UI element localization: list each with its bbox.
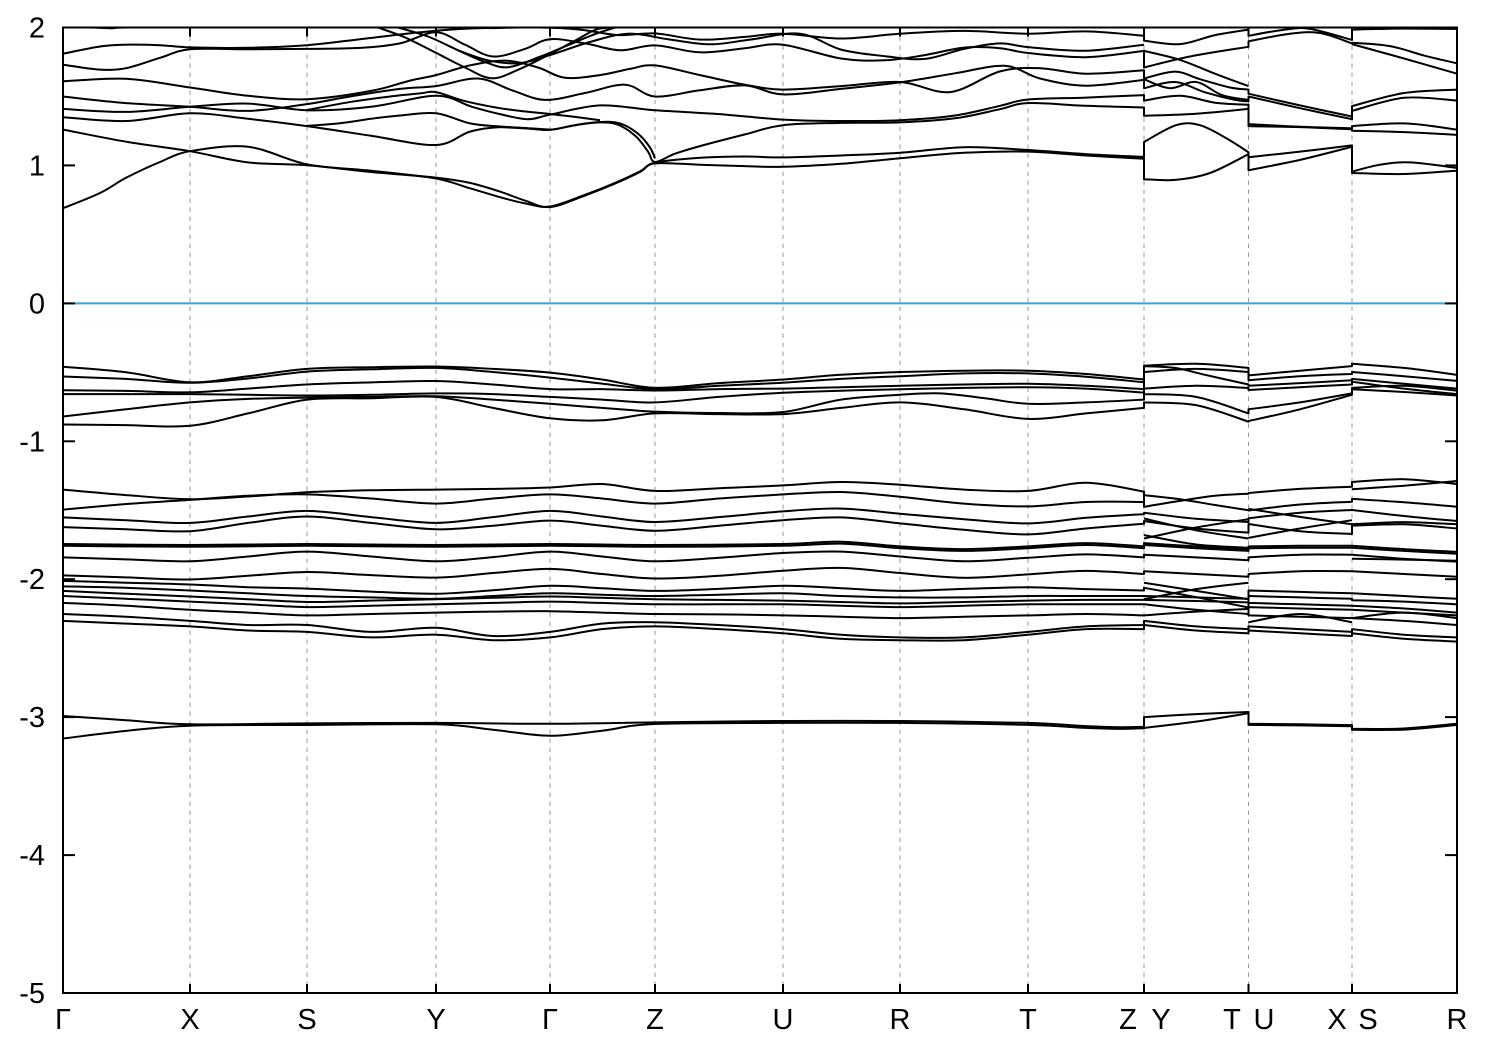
svg-text:-4: -4 [19,840,45,872]
svg-text:R: R [890,1004,911,1036]
svg-text:Z: Z [646,1004,664,1036]
svg-text:T: T [1223,1004,1241,1036]
svg-text:Y: Y [1151,1004,1170,1036]
svg-text:T: T [1019,1004,1037,1036]
svg-text:X: X [1327,1004,1346,1036]
svg-text:-1: -1 [19,426,45,458]
svg-text:-5: -5 [19,978,45,1010]
svg-text:X: X [180,1004,199,1036]
svg-text:2: 2 [29,13,45,45]
svg-text:1: 1 [29,150,45,182]
svg-text:Γ: Γ [55,1004,71,1036]
svg-text:-3: -3 [19,702,45,734]
svg-text:S: S [1358,1004,1377,1036]
svg-text:Z: Z [1119,1004,1137,1036]
svg-text:S: S [297,1004,316,1036]
svg-text:-2: -2 [19,564,45,596]
svg-text:U: U [773,1004,794,1036]
svg-text:Y: Y [426,1004,445,1036]
svg-text:Γ: Γ [542,1004,558,1036]
svg-text:U: U [1254,1004,1275,1036]
svg-text:0: 0 [29,288,45,320]
svg-text:R: R [1447,1004,1468,1036]
